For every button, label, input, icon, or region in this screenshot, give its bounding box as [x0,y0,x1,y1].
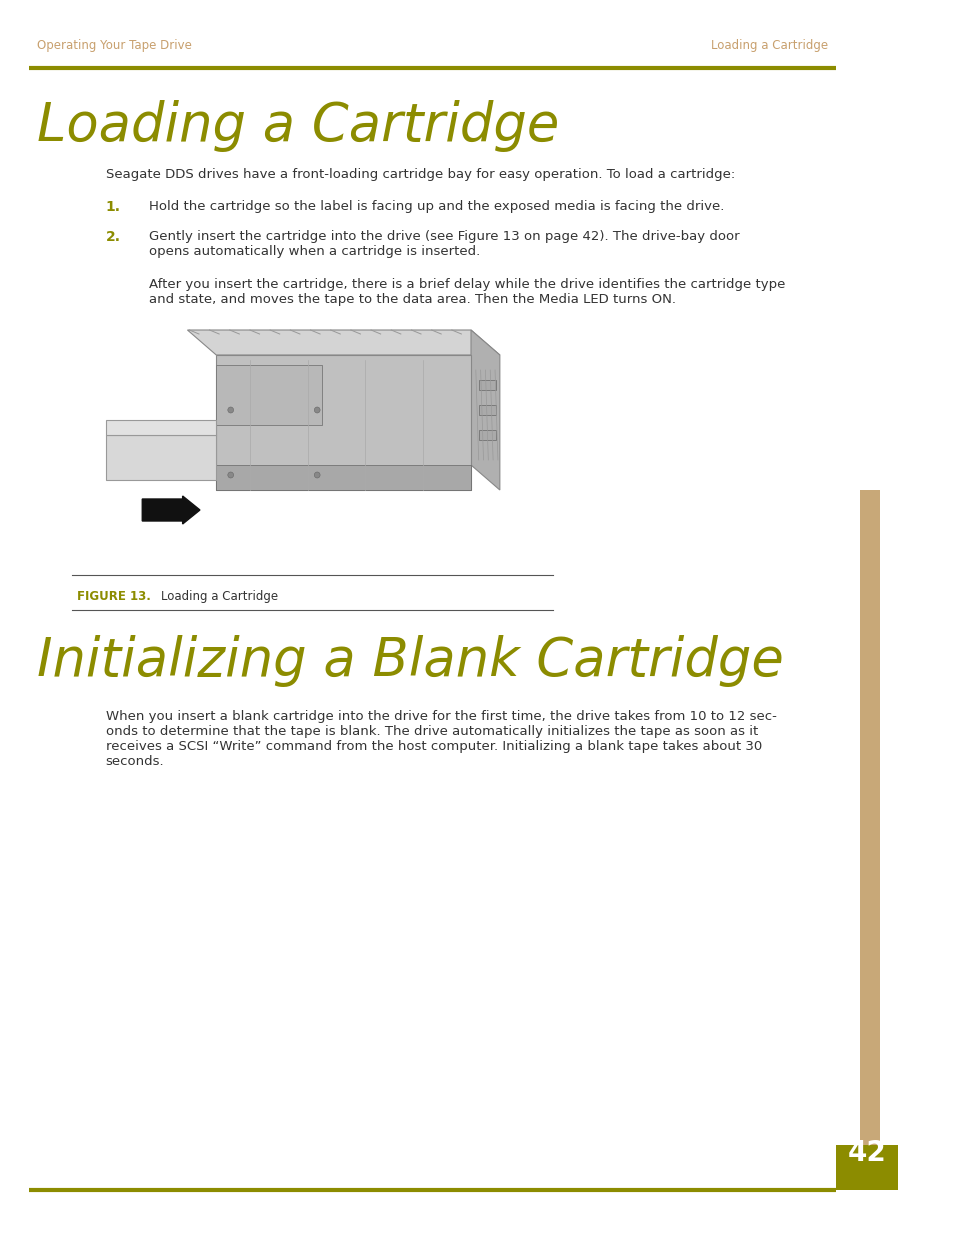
Text: 2.: 2. [106,230,121,245]
Bar [478,430,496,440]
Circle shape [314,408,320,412]
Bar [478,380,496,390]
Circle shape [228,408,233,412]
Text: Seagate DDS drives have a front-loading cartridge bay for easy operation. To loa: Seagate DDS drives have a front-loading … [106,168,734,182]
Bar [216,366,322,425]
Bar [216,466,471,490]
Text: Operating Your Tape Drive: Operating Your Tape Drive [36,40,192,52]
Text: After you insert the cartridge, there is a brief delay while the drive identifie: After you insert the cartridge, there is… [149,278,784,306]
Text: When you insert a blank cartridge into the drive for the first time, the drive t: When you insert a blank cartridge into t… [106,710,776,768]
Polygon shape [106,420,216,435]
Text: Loading a Cartridge: Loading a Cartridge [711,40,828,52]
Bar [860,490,879,1170]
Text: FIGURE 13.: FIGURE 13. [77,590,151,603]
Polygon shape [216,354,471,490]
Circle shape [314,472,320,478]
Polygon shape [187,330,499,354]
Circle shape [228,472,233,478]
Bar [836,1145,897,1191]
Text: Loading a Cartridge: Loading a Cartridge [36,100,558,152]
Text: 42: 42 [847,1139,885,1167]
FancyArrow shape [142,496,200,524]
Text: 1.: 1. [106,200,121,214]
Text: Loading a Cartridge: Loading a Cartridge [161,590,278,603]
Bar [478,405,496,415]
Polygon shape [106,435,216,480]
Text: Initializing a Blank Cartridge: Initializing a Blank Cartridge [36,635,782,687]
Text: Gently insert the cartridge into the drive (see Figure 13 on page 42). The drive: Gently insert the cartridge into the dri… [149,230,739,258]
Text: Hold the cartridge so the label is facing up and the exposed media is facing the: Hold the cartridge so the label is facin… [149,200,723,212]
Polygon shape [471,330,499,490]
